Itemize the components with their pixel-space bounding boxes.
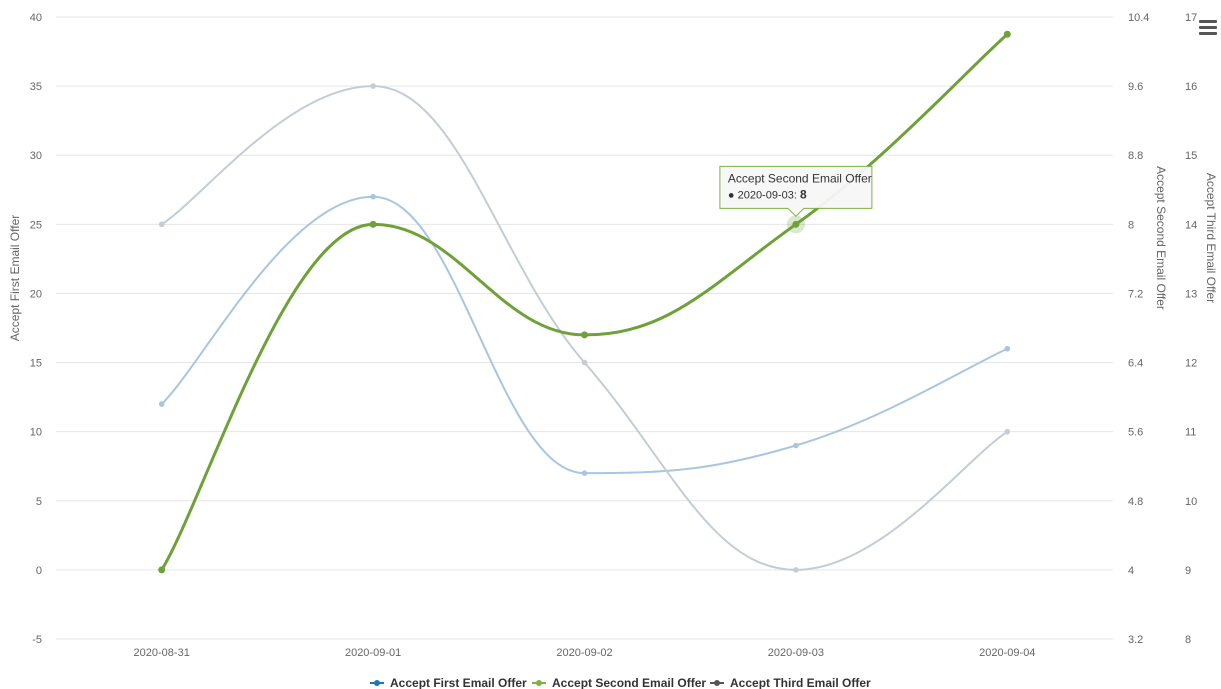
data-point[interactable] <box>158 401 165 407</box>
right-axis-1-tick-label: 7.2 <box>1128 288 1143 300</box>
data-point[interactable] <box>581 331 588 339</box>
data-point[interactable] <box>370 193 376 200</box>
right-axis-2-tick-label: 16 <box>1185 81 1197 93</box>
x-tick-label: 2020-09-04 <box>979 647 1035 659</box>
left-tick-label: 20 <box>30 288 42 300</box>
left-tick-label: 0 <box>36 565 42 577</box>
right-axis-2-tick-label: 13 <box>1185 288 1197 300</box>
legend-symbol-dot <box>714 680 720 686</box>
legend-item-1[interactable]: Accept First Email Offer <box>370 676 527 689</box>
tooltip-title: Accept Second Email Offer <box>728 171 872 185</box>
left-tick-label: 35 <box>30 81 42 93</box>
right-axis-1-tick-label: 8.8 <box>1128 150 1143 162</box>
legend-symbol-dot <box>374 680 380 686</box>
right-axis-1-tick-label: 8 <box>1128 219 1134 231</box>
data-point[interactable] <box>581 470 588 476</box>
right-axis-2-ticks: 8 9 10 11 12 13 14 15 16 17 <box>1185 12 1197 646</box>
tooltip-box <box>719 165 873 218</box>
right-axis-1-tick-label: 5.6 <box>1128 427 1143 439</box>
right-axis-1-title: Accept Second Email Offer <box>1154 166 1168 310</box>
right-axis-1-tick-label: 4.8 <box>1128 496 1143 508</box>
left-tick-label: 30 <box>30 150 42 162</box>
legend-label[interactable]: Accept First Email Offer <box>390 676 527 689</box>
left-tick-label: 5 <box>36 496 42 508</box>
right-axis-2-tick-label: 10 <box>1185 496 1197 508</box>
data-point[interactable] <box>158 221 165 228</box>
x-tick-label: 2020-09-01 <box>345 647 401 659</box>
right-axis-1-tick-label: 4 <box>1128 565 1134 577</box>
data-point[interactable] <box>581 359 588 366</box>
tooltip-value: ● 2020-09-03: 8 <box>728 187 807 201</box>
data-point[interactable] <box>1004 345 1011 352</box>
data-point[interactable] <box>370 83 376 89</box>
legend-item-2[interactable]: Accept Second Email Offer <box>532 676 706 689</box>
x-tick-label: 2020-08-31 <box>134 647 190 659</box>
x-tick-label: 2020-09-02 <box>556 647 612 659</box>
right-axis-2-tick-label: 11 <box>1185 427 1196 439</box>
data-point[interactable] <box>793 442 799 449</box>
x-axis-ticks: 2020-08-31 2020-09-01 2020-09-02 2020-09-03… <box>134 647 1036 659</box>
right-axis-1-tick-label: 6.4 <box>1128 358 1143 370</box>
left-tick-label: -5 <box>32 634 42 646</box>
data-point[interactable] <box>793 567 799 573</box>
left-axis-ticks: -5 0 5 10 15 20 25 30 35 40 <box>30 12 42 646</box>
right-axis-2-tick-label: 17 <box>1185 12 1197 24</box>
tooltip: Accept Second Email Offer ● 2020-09-03: 8 <box>719 165 873 218</box>
grid-lines <box>56 16 1113 640</box>
right-axis-1-tick-label: 10.4 <box>1128 12 1149 24</box>
series-line <box>160 85 1009 571</box>
right-axis-1-tick-label: 3.2 <box>1128 634 1143 646</box>
data-point[interactable] <box>792 220 800 228</box>
left-tick-label: 40 <box>30 12 42 24</box>
legend-item-3[interactable]: Accept Third Email Offer <box>710 676 871 689</box>
legend-label[interactable]: Accept Third Email Offer <box>730 676 871 689</box>
legend-symbol-dot <box>536 680 542 686</box>
right-axis-1-tick-label: 9.6 <box>1128 81 1143 93</box>
series-line <box>160 32 1009 572</box>
series-layer <box>158 30 1011 574</box>
left-axis-title: Accept First Email Offer <box>8 215 22 341</box>
left-tick-label: 15 <box>30 358 42 370</box>
right-axis-2-tick-label: 9 <box>1185 565 1191 577</box>
right-axis-2-title: Accept Third Email Offer <box>1204 173 1218 303</box>
hamburger-menu-icon[interactable] <box>1199 20 1217 36</box>
right-axis-1-ticks: 3.2 4 4.8 5.6 6.4 7.2 8 8.8 9.6 10.4 <box>1128 12 1149 646</box>
right-axis-2-tick-label: 14 <box>1185 219 1197 231</box>
data-point[interactable] <box>1004 428 1011 435</box>
x-tick-label: 2020-09-03 <box>768 647 824 659</box>
data-point[interactable] <box>369 220 377 228</box>
legend-label[interactable]: Accept Second Email Offer <box>552 676 706 689</box>
right-axis-2-tick-label: 12 <box>1185 358 1197 370</box>
data-point[interactable] <box>1003 30 1011 38</box>
data-point[interactable] <box>158 566 166 574</box>
right-axis-2-tick-label: 15 <box>1185 150 1197 162</box>
series-line <box>160 195 1009 475</box>
series-1 <box>158 193 1011 476</box>
legend: Accept First Email Offer Accept Second Em… <box>370 676 871 689</box>
left-tick-label: 10 <box>30 427 42 439</box>
left-tick-label: 25 <box>30 219 42 231</box>
series-2 <box>158 30 1011 574</box>
series-3 <box>158 83 1011 573</box>
right-axis-2-tick-label: 8 <box>1185 634 1191 646</box>
